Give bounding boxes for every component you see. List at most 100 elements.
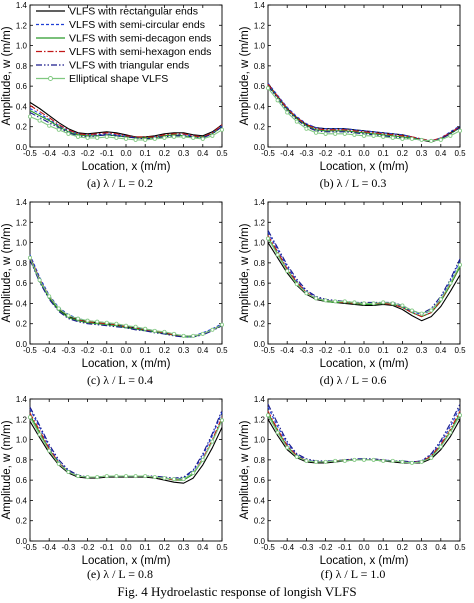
series-point-elliptical-shape-vlfs: [457, 262, 462, 267]
x-tick-label: 0.4: [435, 149, 447, 158]
series-point-elliptical-shape-vlfs: [390, 301, 395, 306]
x-tick-label: 0.4: [197, 346, 209, 355]
series-point-elliptical-shape-vlfs: [124, 474, 129, 479]
x-tick-label: -0.4: [280, 346, 294, 355]
y-tick-label: 0.0: [16, 143, 28, 152]
series-point-elliptical-shape-vlfs: [371, 133, 376, 138]
x-tick-label: 0.2: [397, 149, 409, 158]
y-tick-label: 1.0: [254, 42, 266, 51]
series-line-vlfs-with-semi-decagon-ends: [29, 110, 223, 139]
y-tick-label: 0.4: [254, 102, 266, 111]
x-tick-label: 0.3: [178, 149, 190, 158]
series-point-elliptical-shape-vlfs: [419, 311, 424, 316]
x-tick-label: 0.3: [178, 543, 190, 552]
y-tick-label: 1.2: [16, 415, 28, 424]
series-point-elliptical-shape-vlfs: [304, 126, 309, 131]
x-tick-label: -0.1: [100, 149, 114, 158]
series-point-elliptical-shape-vlfs: [457, 413, 462, 418]
x-tick-label: -0.4: [42, 543, 56, 552]
series-point-elliptical-shape-vlfs: [85, 475, 90, 480]
series-point-elliptical-shape-vlfs: [27, 415, 32, 420]
series-point-elliptical-shape-vlfs: [219, 127, 224, 132]
x-tick-label: 0.3: [416, 543, 428, 552]
series-point-elliptical-shape-vlfs: [275, 252, 280, 257]
series-point-elliptical-shape-vlfs: [381, 300, 386, 305]
y-tick-label: 1.0: [16, 42, 28, 51]
series-point-elliptical-shape-vlfs: [181, 134, 186, 139]
series-point-elliptical-shape-vlfs: [37, 118, 42, 123]
y-tick-label: 1.4: [16, 1, 28, 10]
y-tick-label: 1.4: [254, 1, 266, 10]
series-point-elliptical-shape-vlfs: [429, 138, 434, 143]
series-point-elliptical-shape-vlfs: [27, 255, 32, 260]
series-line-vlfs-with-triangular-ends: [267, 230, 461, 315]
y-tick-label: 0.2: [254, 320, 266, 329]
series-line-vlfs-with-triangular-ends: [29, 259, 223, 338]
series-point-elliptical-shape-vlfs: [285, 110, 290, 115]
series-point-elliptical-shape-vlfs: [104, 134, 109, 139]
panel-caption: (f) λ / L = 1.0: [321, 567, 386, 581]
series-point-elliptical-shape-vlfs: [333, 131, 338, 136]
x-tick-label: -0.5: [23, 543, 37, 552]
x-tick-label: -0.1: [100, 543, 114, 552]
series-point-elliptical-shape-vlfs: [200, 331, 205, 336]
y-axis-label: Amplitude, w (m/m): [1, 223, 13, 322]
legend-item-vlfs-with-semi-decagon-ends: VLFS with semi-decagon ends: [36, 33, 211, 45]
series-point-elliptical-shape-vlfs: [27, 114, 32, 119]
series-point-elliptical-shape-vlfs: [352, 457, 357, 462]
x-tick-label: 0.0: [358, 346, 370, 355]
chart-panel-3: -0.5 -0.4 -0.3 -0.2 -0.1 0.0 0.1 0.2 0.3 0.4 0.5 0.…: [1, 198, 228, 387]
legend-item-vlfs-with-semi-hexagon-ends: VLFS with semi-hexagon ends: [36, 46, 211, 58]
x-tick-label: -0.4: [42, 149, 56, 158]
legend-item-vlfs-with-rectangular-ends: VLFS with rectangular ends: [36, 6, 198, 18]
y-tick-label: 0.6: [254, 82, 266, 91]
x-tick-label: -0.2: [81, 149, 95, 158]
y-axis-label: Amplitude, w (m/m): [239, 223, 251, 322]
x-tick-label: 0.2: [159, 543, 171, 552]
series-line-vlfs-with-rectangular-ends: [267, 242, 461, 322]
series-point-elliptical-shape-vlfs: [171, 134, 176, 139]
chart-panel-6: -0.5 -0.4 -0.3 -0.2 -0.1 0.0 0.1 0.2 0.3 0.4 0.5 0.…: [239, 395, 466, 581]
y-tick-label: 1.0: [16, 436, 28, 445]
series-point-elliptical-shape-vlfs: [104, 320, 109, 325]
x-tick-label: -0.4: [280, 149, 294, 158]
series-line-vlfs-with-semi-decagon-ends: [267, 84, 461, 142]
x-tick-label: 0.2: [159, 346, 171, 355]
series-point-elliptical-shape-vlfs: [114, 321, 119, 326]
x-tick-label: 0.2: [397, 346, 409, 355]
series-point-elliptical-shape-vlfs: [114, 474, 119, 479]
series-point-elliptical-shape-vlfs: [200, 457, 205, 462]
series-point-elliptical-shape-vlfs: [390, 135, 395, 140]
x-tick-label: -0.3: [300, 346, 314, 355]
series-point-elliptical-shape-vlfs: [181, 333, 186, 338]
series-line-vlfs-with-rectangular-ends: [29, 101, 223, 138]
chart-panel-1: -0.5 -0.4 -0.3 -0.2 -0.1 0.0 0.1 0.2 0.3 0.4 0.5 0.…: [1, 1, 228, 190]
legend-item-vlfs-with-semi-circular-ends: VLFS with semi-circular ends: [36, 19, 205, 31]
series-point-elliptical-shape-vlfs: [342, 299, 347, 304]
series-point-elliptical-shape-vlfs: [85, 135, 90, 140]
x-tick-label: -0.3: [300, 543, 314, 552]
panels-group: -0.5 -0.4 -0.3 -0.2 -0.1 0.0 0.1 0.2 0.3 0.4 0.5 0.…: [1, 1, 466, 581]
plot-frame: [267, 398, 461, 542]
series-point-elliptical-shape-vlfs: [114, 135, 119, 140]
series-point-elliptical-shape-vlfs: [371, 457, 376, 462]
y-tick-label: 1.0: [16, 239, 28, 248]
series-point-elliptical-shape-vlfs: [210, 133, 215, 138]
x-tick-label: 0.2: [159, 149, 171, 158]
series-point-elliptical-shape-vlfs: [76, 316, 81, 321]
x-tick-label: 0.1: [378, 543, 390, 552]
panel-caption: (e) λ / L = 0.8: [87, 567, 153, 581]
plot-frame: [29, 201, 223, 345]
series-point-elliptical-shape-vlfs: [191, 333, 196, 338]
y-tick-label: 1.0: [254, 436, 266, 445]
x-tick-label: -0.1: [338, 543, 352, 552]
series-point-elliptical-shape-vlfs: [171, 331, 176, 336]
series-point-elliptical-shape-vlfs: [409, 136, 414, 141]
series-point-elliptical-shape-vlfs: [448, 430, 453, 435]
series-point-elliptical-shape-vlfs: [285, 268, 290, 273]
y-tick-label: 0.2: [16, 123, 28, 132]
series-line-vlfs-with-semi-circular-ends: [29, 254, 223, 337]
x-tick-label: -0.5: [261, 149, 275, 158]
